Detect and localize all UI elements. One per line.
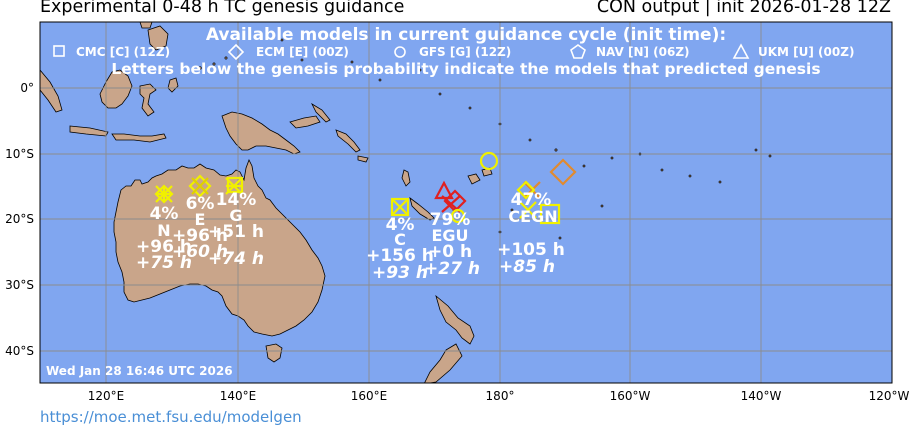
- lon-label: 140°W: [741, 389, 782, 403]
- land-borneo: [99, 69, 133, 109]
- lead-time-italic: +27 h: [424, 259, 480, 279]
- lead-time: +51 h: [208, 222, 264, 242]
- lon-label: 120°W: [869, 389, 910, 403]
- graticule: [40, 22, 892, 383]
- land-new-britain: [289, 115, 321, 129]
- lon-label: 160°W: [610, 389, 651, 403]
- credit-link[interactable]: https://moe.met.fsu.edu/modelgen: [40, 408, 302, 426]
- lon-labels: 120°E 140°E 160°E 180° 160°W 140°W 120°W: [88, 389, 910, 403]
- land-sumatra: [40, 69, 63, 113]
- legend-label: ECM [E] (00Z): [256, 45, 349, 59]
- cluster-label-4: 4% C +156 h +93 h: [366, 215, 434, 283]
- cluster-markers-2: [188, 174, 244, 198]
- legend-label: GFS [G] (12Z): [419, 45, 511, 59]
- genesis-probability: 4%: [150, 204, 179, 224]
- lead-time-italic: +75 h: [136, 253, 192, 273]
- lead-time-italic: +74 h: [208, 249, 264, 269]
- lat-label: 0°: [20, 81, 34, 95]
- overlay-heading: Available models in current guidance cyc…: [206, 25, 726, 45]
- legend-label: NAV [N] (06Z): [596, 45, 690, 59]
- cluster-label-5: 79% EGU +0 h +27 h: [424, 210, 480, 279]
- genesis-probability: 6%: [186, 194, 215, 214]
- land-visayas: [139, 22, 153, 29]
- lead-time: +156 h: [366, 246, 434, 266]
- land-new-zealand-south: [424, 343, 463, 383]
- lon-label: 140°E: [220, 389, 257, 403]
- diamond-icon: [227, 43, 245, 61]
- genesis-probability: 79%: [430, 210, 471, 230]
- lead-time: +0 h: [428, 242, 472, 262]
- model-letters: C: [394, 230, 406, 249]
- map-frame: [39, 21, 893, 384]
- model-letters: EGU: [431, 226, 468, 245]
- model-letters: G: [229, 206, 242, 225]
- land-lesser-sunda: [111, 133, 167, 143]
- legend-label: UKM [U] (00Z): [758, 45, 854, 59]
- timestamp: Wed Jan 28 16:46 UTC 2026: [46, 364, 233, 378]
- model-letters: CEGN: [508, 207, 557, 226]
- land-australia: [113, 159, 326, 337]
- lead-time-italic: +60 h: [172, 242, 228, 262]
- land-tasmania: [265, 343, 283, 363]
- lat-label: 30°S: [5, 278, 34, 292]
- cluster-markers-1: [154, 184, 174, 204]
- legend-label: CMC [C] (12Z): [76, 45, 170, 59]
- overlay-note: Letters below the genesis probability in…: [111, 60, 820, 78]
- land-new-zealand: [435, 294, 475, 345]
- triangle-icon: [732, 43, 750, 59]
- run-info: CON output | init 2026-01-28 12Z: [596, 0, 891, 17]
- lat-label: 10°S: [5, 147, 34, 161]
- cluster-label-2: 6% E +96 h +60 h: [172, 194, 228, 262]
- cluster-label-3: 14% G +51 h +74 h: [208, 190, 264, 269]
- model-letters: E: [195, 210, 206, 229]
- lon-label: 160°E: [351, 389, 388, 403]
- lead-time: +96 h: [172, 226, 228, 246]
- cluster-label-6: 47% CEGN +105 h +85 h: [497, 190, 565, 277]
- lat-label: 20°S: [5, 212, 34, 226]
- cluster-markers-3: [390, 197, 410, 217]
- cluster-label-1: 4% N +96 h +75 h: [136, 204, 192, 273]
- land-solomons: [335, 129, 369, 163]
- land-mindanao: [147, 25, 169, 51]
- lead-time-italic: +85 h: [499, 257, 555, 277]
- lon-label: 120°E: [88, 389, 125, 403]
- cluster-markers-5: [516, 158, 577, 225]
- land-new-ireland: [311, 102, 331, 123]
- genesis-probability: 4%: [386, 215, 415, 235]
- legend: CMC [C] (12Z) ECM [E] (00Z) GFS [G] (12Z…: [53, 43, 854, 61]
- lon-label: 180°: [486, 389, 515, 403]
- lead-time: +105 h: [497, 240, 565, 260]
- land-vanuatu: [401, 169, 411, 187]
- genesis-probability: 14%: [216, 190, 257, 210]
- square-icon: [53, 45, 65, 57]
- model-letters: N: [157, 221, 170, 240]
- lead-time: +96 h: [136, 237, 192, 257]
- land-moluccas: [167, 77, 179, 93]
- lat-labels: 0° 10°S 20°S 30°S 40°S: [5, 81, 34, 358]
- map-title: Experimental 0-48 h TC genesis guidance: [40, 0, 405, 17]
- cluster-markers-4: [434, 151, 499, 224]
- genesis-probability: 47%: [511, 190, 552, 210]
- lat-label: 40°S: [5, 344, 34, 358]
- pentagon-icon: [570, 44, 586, 59]
- circle-icon: [394, 46, 406, 58]
- lead-time-italic: +93 h: [372, 263, 428, 283]
